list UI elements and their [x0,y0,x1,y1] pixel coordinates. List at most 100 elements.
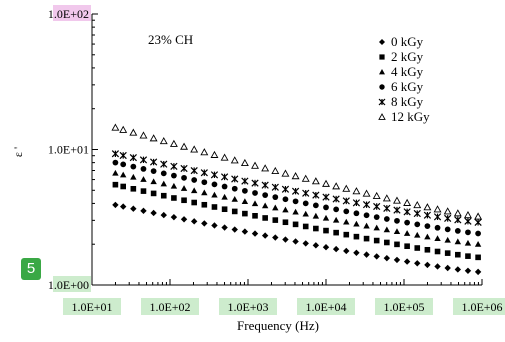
data-point [313,213,319,219]
data-point [252,163,258,169]
legend-entry: 6 kGy [391,79,424,94]
data-point [120,127,126,133]
data-point [292,188,298,194]
legend: 0 kGy2 kGy4 kGy6 kGy8 kGy12 kGy [379,34,430,124]
data-point [232,186,238,192]
data-point [151,168,157,174]
data-point [211,222,217,228]
data-point [112,124,118,130]
data-point [414,245,420,251]
data-point [161,181,167,187]
data-point [232,176,238,182]
series-layer [112,124,481,275]
data-point [465,240,471,246]
legend-entry: 8 kGy [391,94,424,109]
data-point [120,162,126,168]
data-point [150,178,156,184]
data-point [465,229,471,235]
data-point [181,165,187,171]
data-point [272,184,278,190]
data-point [242,188,248,194]
data-point [120,184,126,190]
data-point [323,181,329,187]
data-point [384,205,390,211]
data-point [211,192,217,198]
data-point [404,220,410,226]
data-point [202,202,208,208]
data-point [242,211,248,217]
data-point [112,170,118,176]
data-point [445,250,451,256]
data-point [424,204,430,210]
legend-marker [379,114,385,119]
data-point [354,210,360,216]
data-point [333,207,339,213]
data-point [191,200,197,206]
data-point [394,218,400,224]
legend-marker [379,54,384,59]
data-point [130,154,136,160]
x-axis-label: Frequency (Hz) [237,318,319,333]
data-point [455,228,461,234]
data-point [374,203,380,209]
data-point [191,177,197,183]
data-point [130,164,136,170]
data-point [475,231,481,237]
data-point [414,232,420,238]
data-point [273,217,279,223]
data-point [151,191,157,197]
data-point [242,198,248,204]
data-point [374,253,380,259]
data-point [333,196,339,202]
data-point [252,230,258,236]
data-point [475,219,481,225]
data-point [394,242,400,248]
data-point [242,160,248,166]
data-point [272,205,278,211]
data-point [465,253,471,259]
data-point [161,171,167,177]
data-point [404,200,410,206]
data-point [343,198,349,204]
data-point [282,170,288,176]
data-point [404,243,410,249]
data-point [150,159,156,165]
data-point [434,214,440,220]
data-point [262,215,268,221]
data-point [222,206,228,212]
data-point [475,269,481,275]
data-point [171,163,177,169]
legend-entry: 4 kGy [391,64,424,79]
data-point [262,232,268,238]
y-tick-label: 1.0E+02 [48,7,89,21]
data-point [232,157,238,163]
data-point [141,188,147,194]
data-point [374,238,380,244]
data-point [161,161,167,167]
data-point [161,212,167,218]
data-point [455,217,461,223]
data-point [262,192,268,198]
data-point [364,212,370,218]
data-point [283,219,289,225]
data-point [130,206,136,212]
data-point [120,203,126,209]
data-point [181,197,187,203]
data-point [475,255,481,261]
data-point [404,258,410,264]
data-point [201,220,207,226]
data-point [221,154,227,160]
data-point [313,203,319,209]
data-point [120,152,126,158]
data-point [222,184,228,190]
data-point [140,176,146,182]
data-point [313,192,319,198]
legend-marker [379,69,385,74]
data-point [374,225,380,231]
legend-marker [379,84,384,89]
data-point [201,170,207,176]
data-point [191,167,197,173]
data-point [161,138,167,144]
data-point [343,208,349,214]
data-point [232,196,238,202]
